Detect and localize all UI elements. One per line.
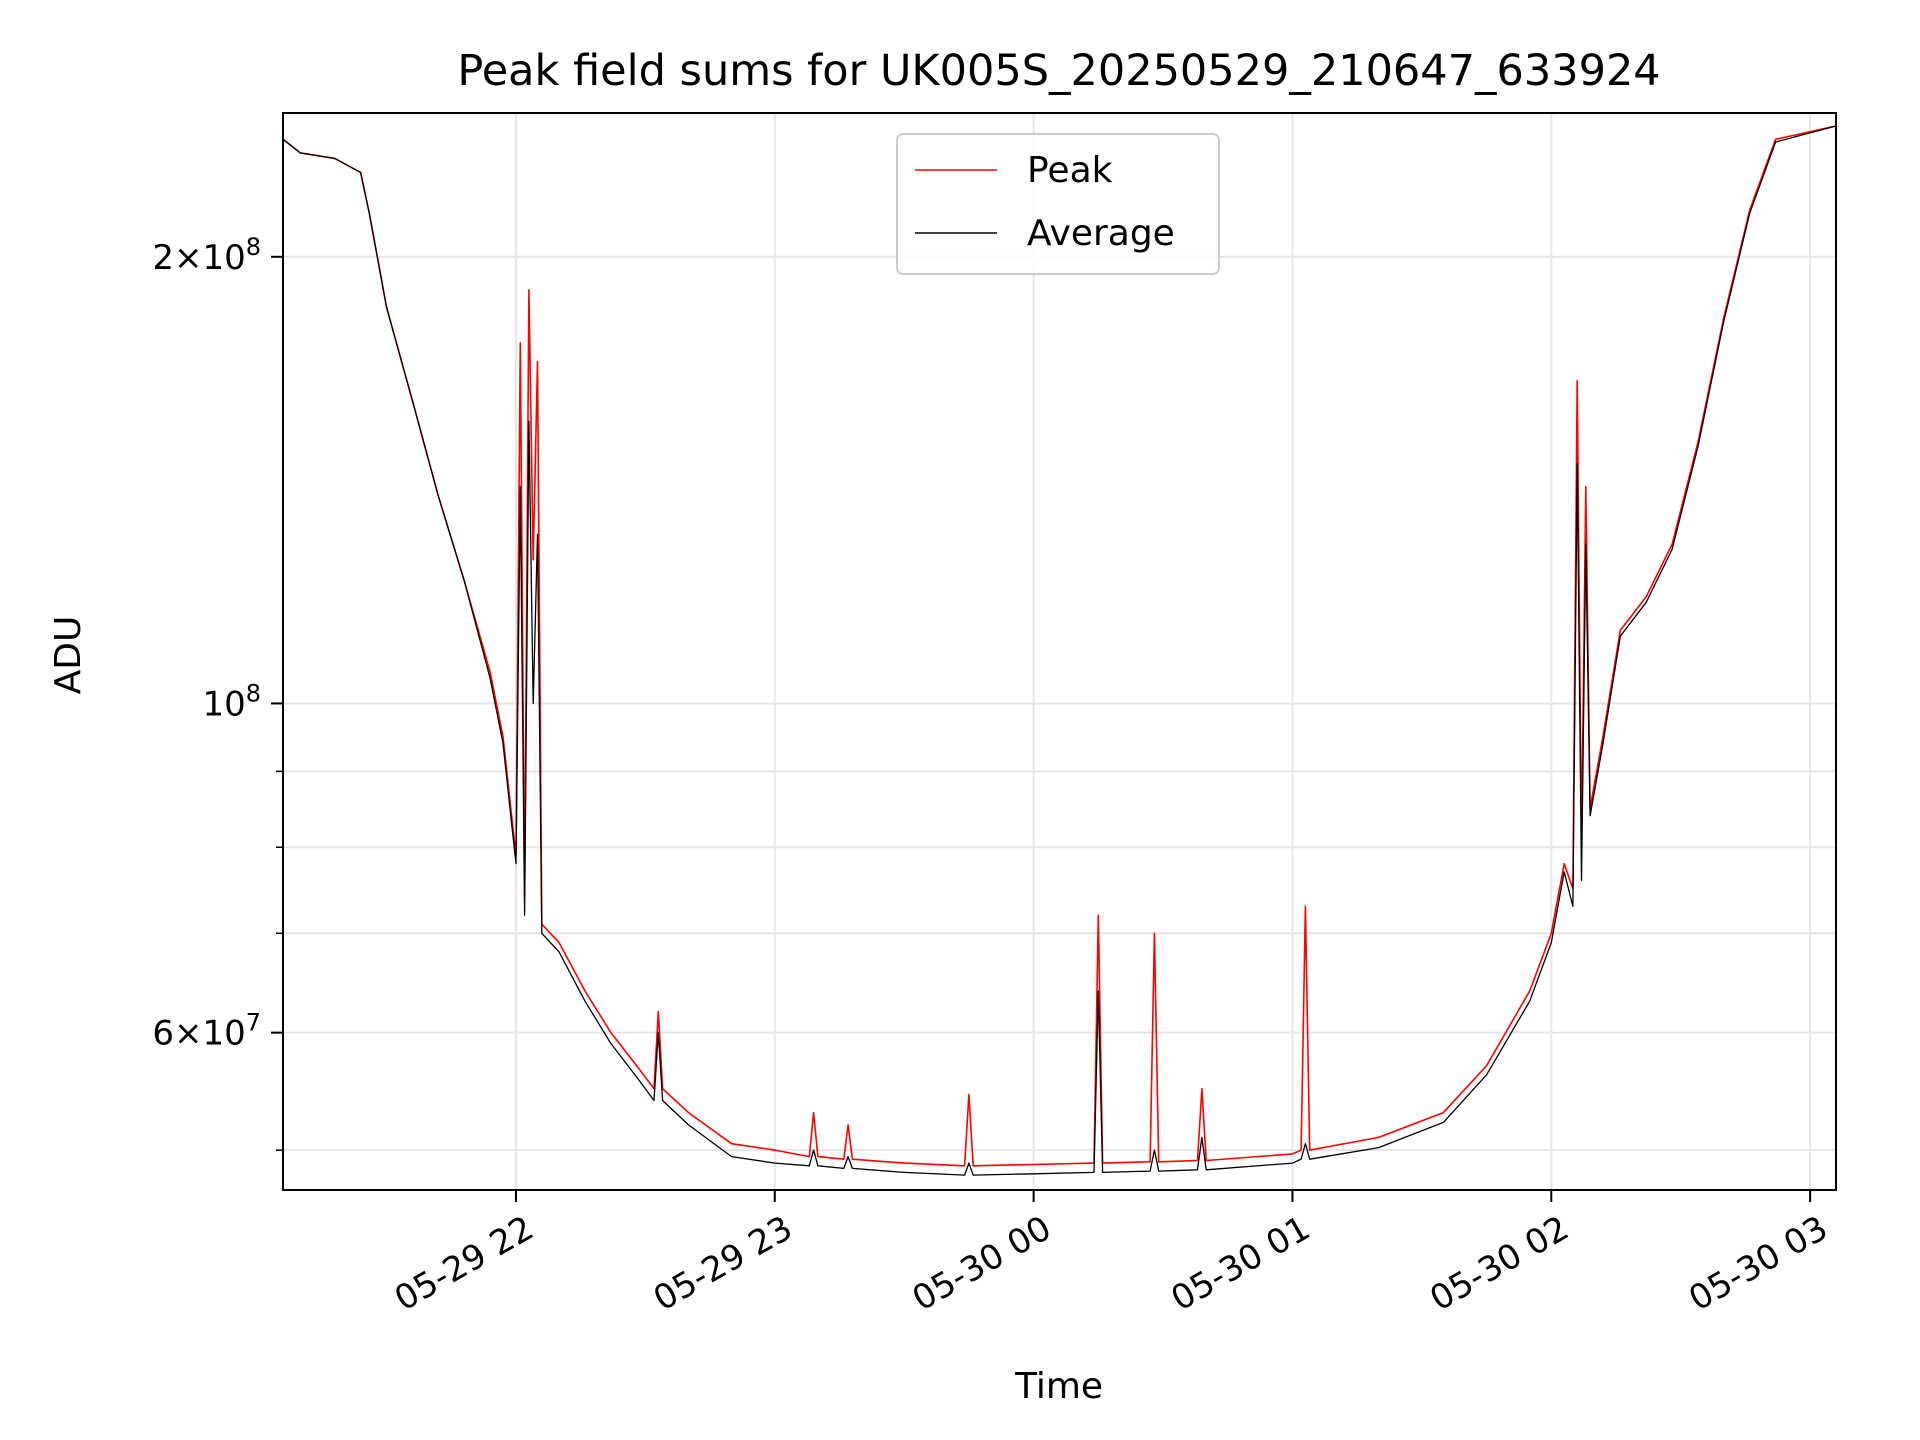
- chart-title: Peak field sums for UK005S_20250529_2106…: [457, 46, 1660, 96]
- y-tick-label: 108: [202, 679, 261, 724]
- legend-box: [896, 133, 1220, 275]
- y-tick-label: 2×108: [152, 233, 261, 278]
- plot-frame: [282, 112, 1837, 1191]
- y-tick-label: 6×107: [152, 1009, 261, 1054]
- legend: Peak Average: [896, 133, 1220, 275]
- legend-label-peak: Peak: [1027, 150, 1113, 191]
- legend-label-average: Average: [1027, 213, 1175, 254]
- x-axis-label: Time: [1014, 1366, 1103, 1407]
- series-line-average: [282, 125, 1837, 1176]
- plot-series: [282, 125, 1837, 1176]
- y-axis-label: ADU: [48, 616, 89, 695]
